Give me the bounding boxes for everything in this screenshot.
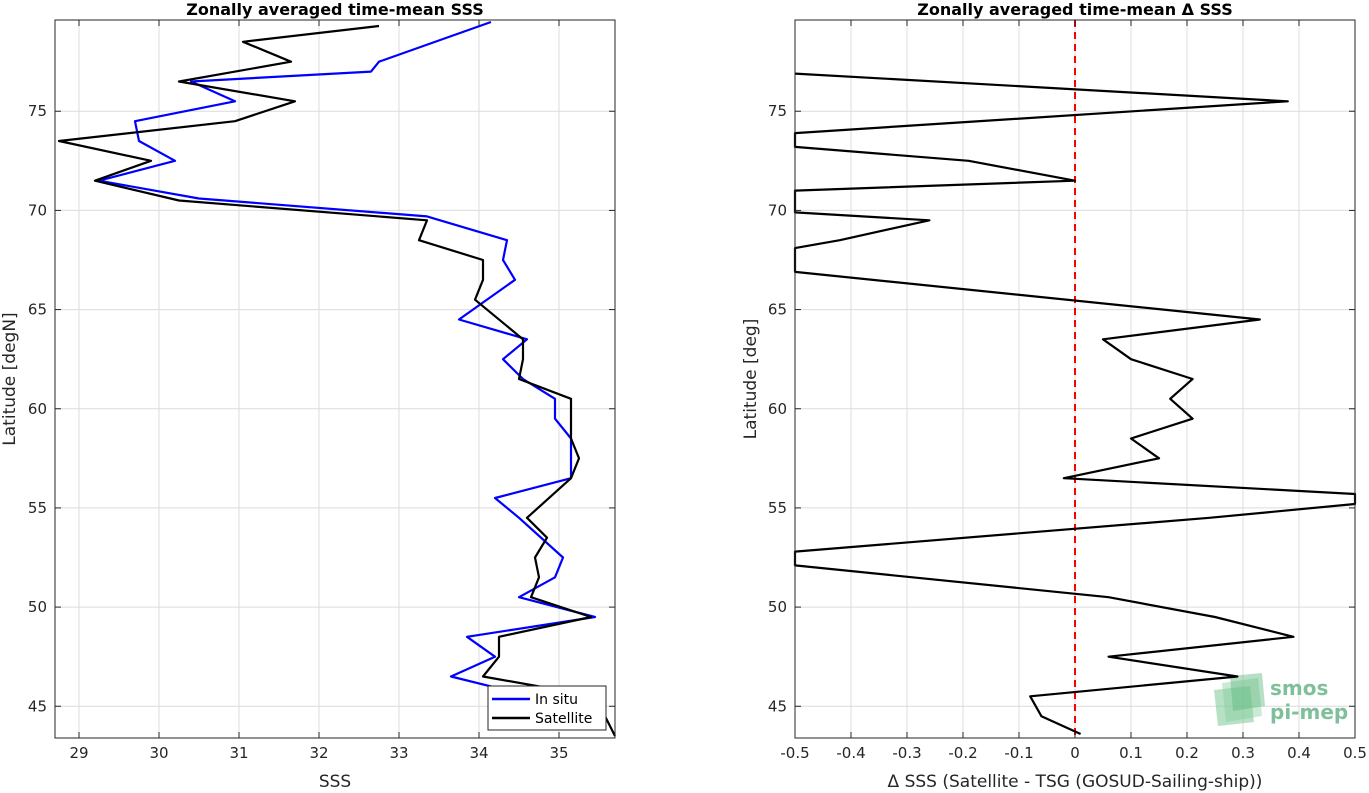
x-tick-label: -0.3 xyxy=(892,744,921,762)
x-tick-label: 30 xyxy=(149,744,168,762)
y-tick-label: 45 xyxy=(768,697,787,715)
left-chart-panel: 29 30 31 32 33 34 35 45 50 55 60 65 70 75 Zonally ave… xyxy=(0,0,616,792)
x-tick-label: -0.5 xyxy=(780,744,809,762)
y-tick-label: 60 xyxy=(768,400,787,418)
y-tick-label: 50 xyxy=(768,598,787,616)
right-chart-title: Zonally averaged time-mean Δ SSS xyxy=(917,0,1233,19)
y-tick-label: 60 xyxy=(28,400,47,418)
y-tick-label: 50 xyxy=(28,598,47,616)
right-x-axis-label: Δ SSS (Satellite - TSG (GOSUD-Sailing-sh… xyxy=(888,772,1263,792)
left-series-group xyxy=(57,20,616,737)
left-chart-title: Zonally averaged time-mean SSS xyxy=(186,0,484,19)
logo-text-pimep: pi-mep xyxy=(1270,700,1348,724)
legend-label-in-situ: In situ xyxy=(535,692,578,708)
y-tick-label: 70 xyxy=(768,201,787,219)
x-tick-label: 34 xyxy=(469,744,488,762)
y-tick-label: 75 xyxy=(28,102,47,120)
y-tick-label: 45 xyxy=(28,697,47,715)
x-tick-label: 32 xyxy=(309,744,328,762)
x-tick-label: 0.3 xyxy=(1231,744,1255,762)
logo-mark-icon xyxy=(1214,673,1265,726)
legend-box xyxy=(487,685,607,731)
x-tick-label: 0.5 xyxy=(1343,744,1367,762)
series-line-satellite xyxy=(57,24,616,737)
y-tick-label: 55 xyxy=(28,499,47,517)
right-series-group xyxy=(793,20,1357,738)
legend: In situ Satellite xyxy=(487,685,607,731)
left-grid xyxy=(55,20,615,738)
right-ticks: -0.5 -0.4 -0.3 -0.2 -0.1 0 0.1 0.2 0.3 0.4 0.5 45 50… xyxy=(768,20,1367,762)
x-tick-label: -0.4 xyxy=(836,744,865,762)
x-tick-label: 0.1 xyxy=(1119,744,1143,762)
left-x-axis-label: SSS xyxy=(319,772,351,792)
x-tick-label: 29 xyxy=(69,744,88,762)
x-tick-label: 0 xyxy=(1070,744,1080,762)
x-tick-label: -0.2 xyxy=(948,744,977,762)
x-tick-label: 33 xyxy=(389,744,408,762)
left-ticks: 29 30 31 32 33 34 35 45 50 55 60 65 70 75 xyxy=(28,20,615,762)
left-axes-box xyxy=(54,19,616,739)
y-tick-label: 75 xyxy=(768,102,787,120)
logo-text-smos: smos xyxy=(1270,676,1328,700)
legend-label-satellite: Satellite xyxy=(535,711,592,727)
y-tick-label: 70 xyxy=(28,201,47,219)
left-y-axis-label: Latitude [degN] xyxy=(0,312,20,445)
y-tick-label: 65 xyxy=(768,301,787,319)
x-tick-label: 35 xyxy=(549,744,568,762)
series-line-right-delta-sss xyxy=(793,72,1357,736)
x-tick-label: 0.2 xyxy=(1175,744,1199,762)
x-tick-label: -0.1 xyxy=(1004,744,1033,762)
x-tick-label: 0.4 xyxy=(1287,744,1311,762)
smos-pimep-logo: smos pi-mep xyxy=(1214,673,1348,726)
x-tick-label: 31 xyxy=(229,744,248,762)
y-tick-label: 65 xyxy=(28,301,47,319)
right-chart-panel: smos pi-mep -0.5 -0.4 -0.3 -0.2 -0.1 0 0.1 0.2 0… xyxy=(741,0,1367,792)
series-line-in-situ xyxy=(97,20,597,704)
y-tick-label: 55 xyxy=(768,499,787,517)
right-y-axis-label: Latitude [deg] xyxy=(741,319,761,440)
